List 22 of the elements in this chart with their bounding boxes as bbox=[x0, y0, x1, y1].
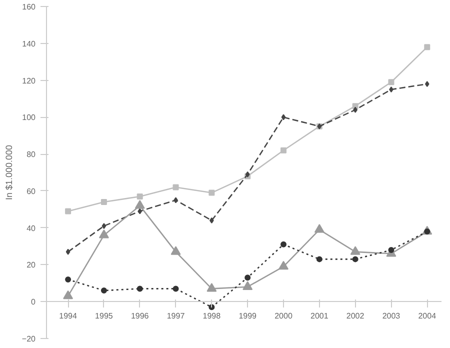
y-tick-label: 60 bbox=[26, 186, 36, 196]
y-tick-label: 160 bbox=[22, 2, 36, 12]
y-tick-label: 40 bbox=[26, 224, 36, 233]
y-axis-title: In $1.000.000 bbox=[4, 144, 14, 200]
y-tick-label: 0 bbox=[31, 298, 36, 307]
y-tick-label: 120 bbox=[22, 76, 36, 86]
y-tick-label: 20 bbox=[26, 260, 36, 270]
x-tick-label: 2004 bbox=[418, 312, 437, 321]
y-tick-label: 140 bbox=[22, 39, 36, 48]
x-tick-label: 1999 bbox=[238, 312, 258, 321]
x-tick-label: 1997 bbox=[166, 312, 186, 321]
x-tick-label: 2002 bbox=[346, 312, 365, 321]
x-tick-label: 2003 bbox=[382, 312, 401, 321]
y-tick-label: −20 bbox=[22, 334, 36, 344]
x-tick-label: 1994 bbox=[59, 312, 78, 321]
y-tick-label: 100 bbox=[22, 113, 36, 122]
x-tick-label: 2000 bbox=[274, 312, 293, 321]
y-tick-label: 80 bbox=[26, 150, 36, 160]
x-tick-label: 1995 bbox=[95, 312, 114, 321]
x-tick-label: 2001 bbox=[310, 312, 329, 321]
x-tick-label: 1998 bbox=[202, 312, 222, 321]
x-tick-label: 1996 bbox=[130, 312, 150, 321]
